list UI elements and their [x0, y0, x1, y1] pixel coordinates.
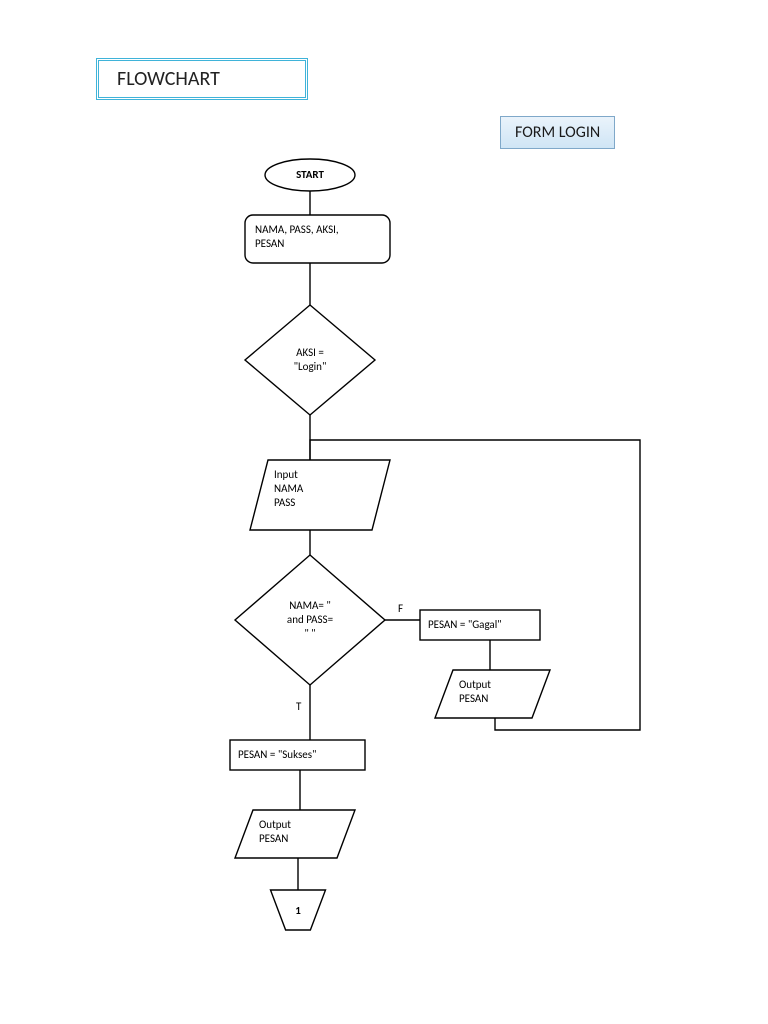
node-outsukses: [235, 810, 355, 858]
node-outgagal: [435, 670, 550, 718]
svg-text:Output: Output: [459, 678, 491, 691]
svg-text:PESAN = "Sukses": PESAN = "Sukses": [238, 748, 316, 761]
form-login-label: FORM LOGIN: [500, 116, 615, 149]
svg-text:Output: Output: [259, 818, 291, 831]
svg-text:PESAN = "Gagal": PESAN = "Gagal": [428, 618, 502, 631]
svg-text:NAMA, PASS, AKSI,: NAMA, PASS, AKSI,: [255, 223, 339, 236]
svg-text:NAMA= ": NAMA= ": [289, 599, 331, 612]
svg-text:" ": " ": [304, 627, 315, 640]
svg-text:PESAN: PESAN: [459, 692, 488, 705]
svg-text:T: T: [296, 700, 302, 713]
svg-text:F: F: [398, 602, 403, 615]
svg-text:"Login": "Login": [294, 360, 327, 373]
flowchart-title: FLOWCHART: [96, 58, 308, 100]
svg-text:START: START: [296, 168, 324, 181]
svg-text:NAMA: NAMA: [274, 482, 304, 495]
node-input: [250, 460, 390, 530]
svg-text:Input: Input: [274, 468, 298, 481]
svg-text:1: 1: [295, 904, 301, 917]
svg-text:PESAN: PESAN: [259, 832, 288, 845]
svg-text:PESAN: PESAN: [255, 237, 284, 250]
flowchart-canvas: TFSTARTNAMA, PASS, AKSI,PESANAKSI ="Logi…: [0, 0, 768, 1024]
svg-text:and PASS=: and PASS=: [287, 613, 333, 626]
svg-text:AKSI =: AKSI =: [296, 346, 324, 359]
svg-text:PASS: PASS: [274, 496, 295, 509]
